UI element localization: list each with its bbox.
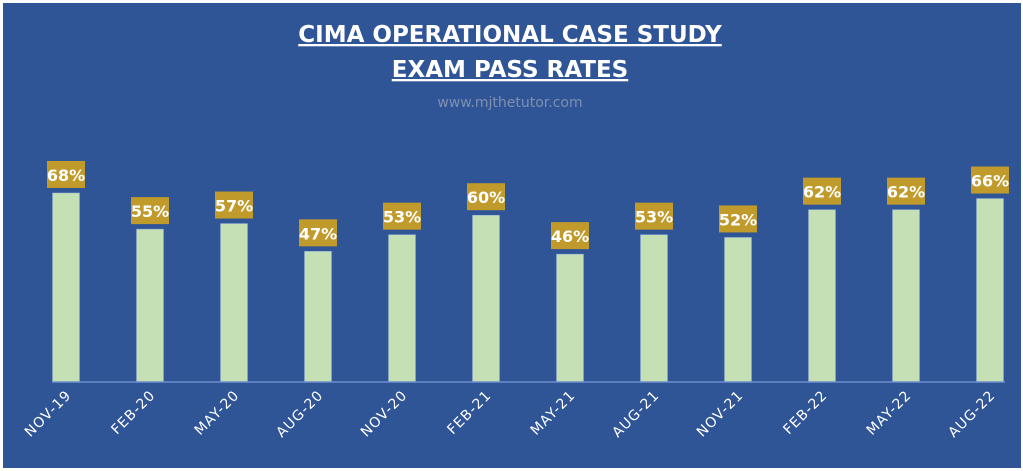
data-label: 62% xyxy=(887,183,925,202)
data-label: 66% xyxy=(971,172,1009,191)
data-label: 60% xyxy=(467,188,505,207)
data-label-box xyxy=(47,160,85,188)
chart-background xyxy=(3,3,1021,468)
bar xyxy=(556,253,584,383)
data-label-box xyxy=(299,219,337,247)
bar xyxy=(976,198,1004,383)
data-label-box xyxy=(803,177,841,205)
bar xyxy=(220,223,248,383)
data-label: 47% xyxy=(299,224,337,243)
data-label: 53% xyxy=(383,208,421,227)
data-label-box xyxy=(215,191,253,219)
data-label-box xyxy=(551,222,589,250)
data-label-box xyxy=(131,197,169,225)
bar xyxy=(640,234,668,383)
data-label: 52% xyxy=(719,210,757,229)
data-label-box xyxy=(887,177,925,205)
bar xyxy=(724,237,752,383)
data-label-box xyxy=(383,202,421,230)
data-label: 68% xyxy=(47,166,85,185)
watermark: www.mjthetutor.com xyxy=(437,95,582,111)
bar xyxy=(304,251,332,383)
chart-subtitle: EXAM PASS RATES xyxy=(392,57,628,83)
data-label-box xyxy=(719,205,757,233)
bar xyxy=(388,234,416,383)
data-label: 57% xyxy=(215,197,253,216)
data-label-box xyxy=(467,183,505,211)
data-label-box xyxy=(971,166,1009,194)
data-label: 55% xyxy=(131,202,169,221)
bar xyxy=(136,228,164,383)
chart-title: CIMA OPERATIONAL CASE STUDY xyxy=(298,22,722,48)
data-label: 62% xyxy=(803,183,841,202)
bar xyxy=(52,192,80,383)
bar xyxy=(808,209,836,383)
bar xyxy=(892,209,920,383)
data-label: 53% xyxy=(635,208,673,227)
data-label: 46% xyxy=(551,227,589,246)
bar xyxy=(472,214,500,383)
data-label-box xyxy=(635,202,673,230)
